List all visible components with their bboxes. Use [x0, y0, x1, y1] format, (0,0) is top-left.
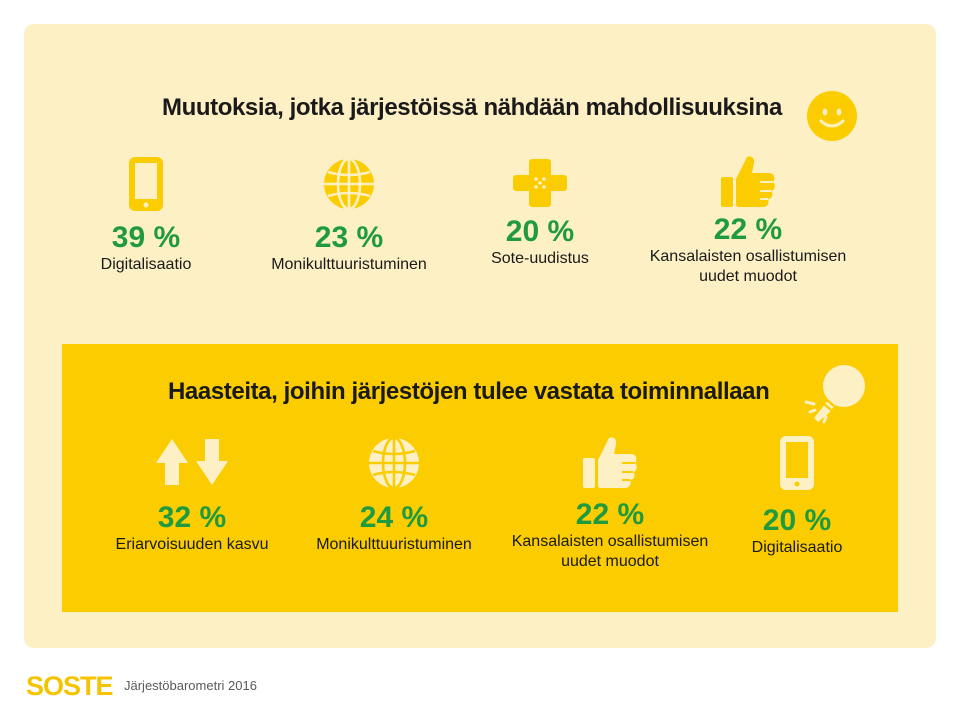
- thumbs-up-icon: [721, 156, 775, 207]
- opportunities-title: Muutoksia, jotka järjestöissä nähdään ma…: [162, 94, 782, 121]
- mobile-phone-icon: [129, 157, 163, 211]
- globe-icon: [369, 436, 419, 490]
- challenges-panel: [62, 344, 898, 612]
- opportunity-item-monikulttuuristuminen: 23 % Monikulttuuristuminen: [239, 155, 459, 275]
- challenge-item-digitalisaatio: 20 % Digitalisaatio: [687, 434, 907, 558]
- smiley-icon: [807, 91, 857, 141]
- mobile-phone-icon: [780, 436, 814, 490]
- challenges-title: Haasteita, joihin järjestöjen tulee vast…: [168, 378, 770, 405]
- thumbs-up-icon: [583, 437, 637, 488]
- lightbulb-icon: [804, 365, 865, 424]
- challenge-item-monikulttuuristuminen: 24 % Monikulttuuristuminen: [284, 435, 504, 555]
- globe-icon: [324, 157, 374, 211]
- up-down-arrows-icon: [156, 439, 228, 485]
- source-text: Järjestöbarometri 2016: [124, 678, 257, 693]
- challenge-item-eriarvoisuus: 32 % Eriarvoisuuden kasvu: [82, 437, 302, 555]
- bandage-cross-icon: [513, 159, 567, 207]
- opportunity-item-sote-uudistus: 20 % Sote-uudistus: [430, 155, 650, 269]
- opportunity-item-digitalisaatio: 39 % Digitalisaatio: [36, 155, 256, 275]
- soste-logo: SOSTE: [26, 671, 114, 701]
- opportunity-item-osallistuminen: 22 % Kansalaisten osallistumisen uudet m…: [638, 153, 858, 287]
- challenge-item-osallistuminen: 22 % Kansalaisten osallistumisen uudet m…: [500, 434, 720, 572]
